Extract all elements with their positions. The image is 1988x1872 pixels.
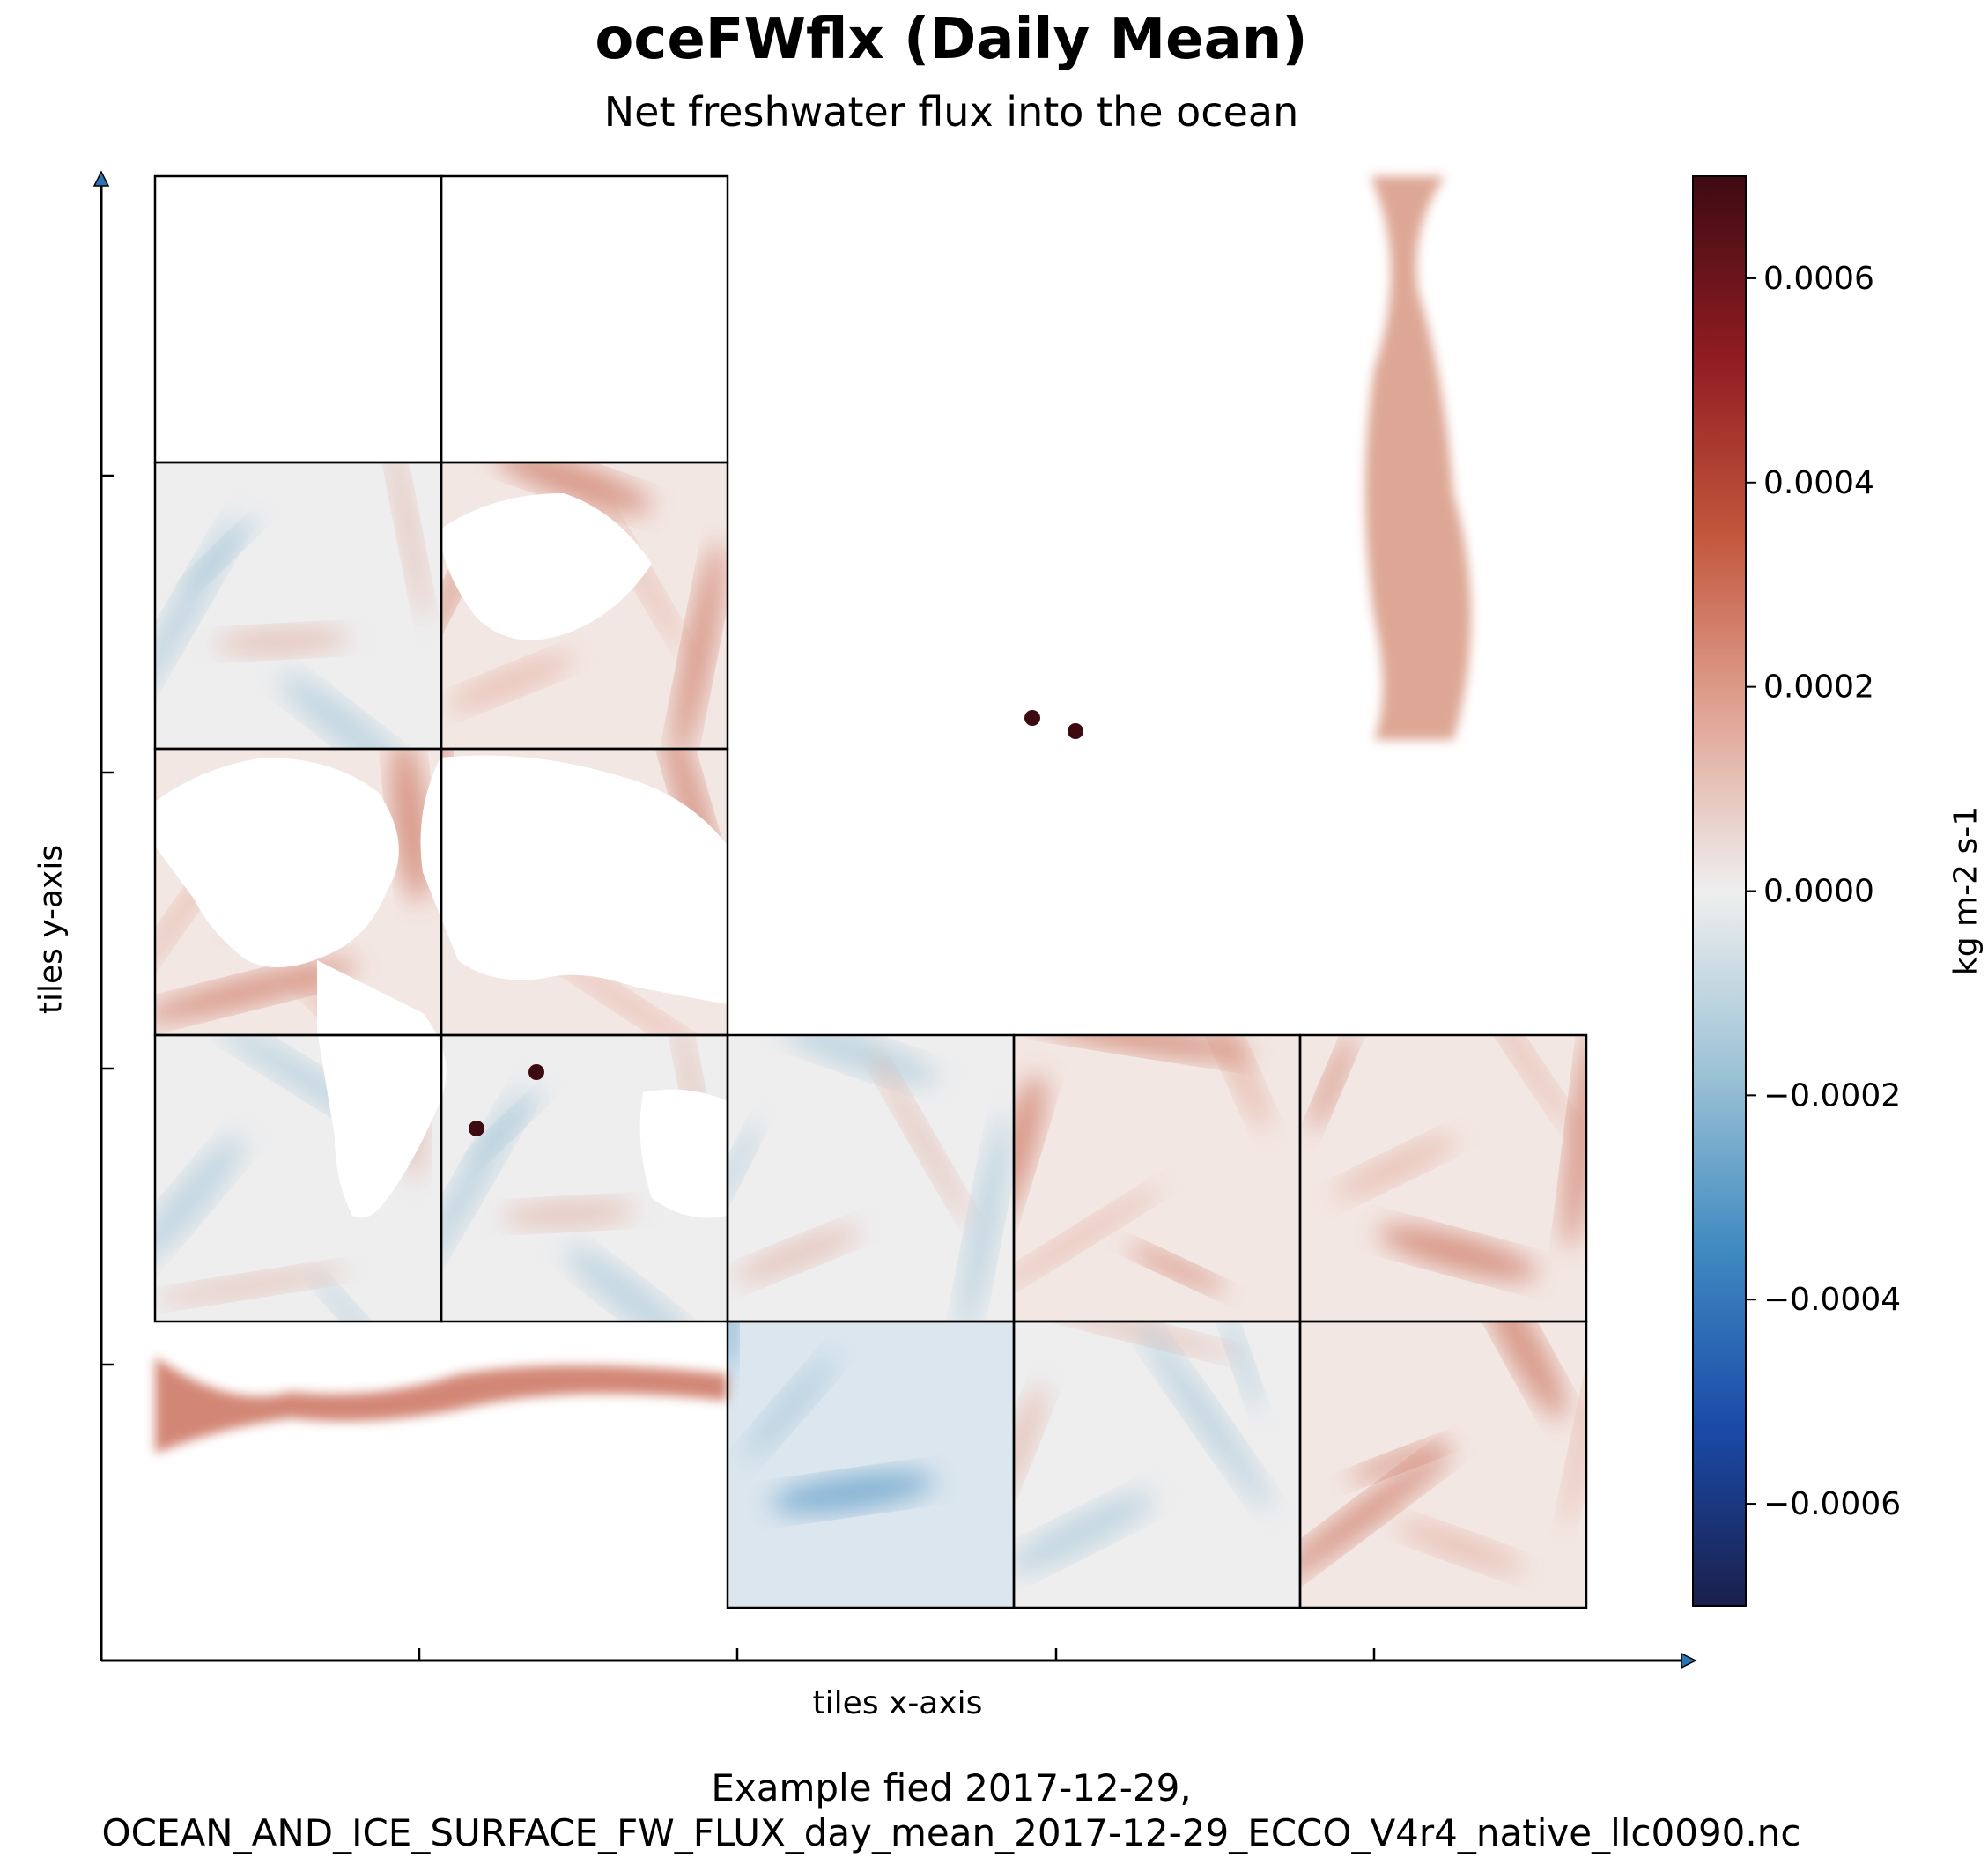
flux-streak <box>546 951 712 1035</box>
flux-streak <box>1014 1186 1162 1291</box>
positive-band <box>1365 176 1471 740</box>
flux-streak <box>1223 1321 1261 1412</box>
land-mask <box>1013 176 1205 301</box>
flux-streak <box>278 674 412 749</box>
flux-streak <box>155 1267 349 1304</box>
flux-streak <box>1465 1035 1576 1134</box>
flux-streak <box>744 1355 836 1459</box>
flux-streak <box>1140 1324 1272 1511</box>
colorbar-tick-label: −0.0006 <box>1763 1486 1901 1522</box>
flux-streak <box>494 462 653 513</box>
land-mask <box>728 462 793 722</box>
flux-streak <box>1348 1440 1448 1483</box>
flux-streak <box>770 1471 935 1513</box>
colorbar-gradient <box>1692 175 1747 1607</box>
tile-0-1 <box>155 462 441 749</box>
caption-line-2: OCEAN_AND_ICE_SURFACE_FW_FLUX_day_mean_2… <box>101 1811 1801 1854</box>
flux-streak <box>501 1200 637 1228</box>
colorbar-tick-label: −0.0004 <box>1763 1282 1901 1318</box>
colorbar-tick-label: 0.0000 <box>1763 874 1874 910</box>
flux-streak <box>734 1225 861 1284</box>
colorbar-tick-label: 0.0006 <box>1763 261 1874 297</box>
tile-2-4 <box>728 1321 1014 1608</box>
colorbar-label: kg m-2 s-1 <box>1947 805 1984 976</box>
tile-border <box>1298 1033 1588 1323</box>
flux-streak <box>155 1135 245 1265</box>
tile-background <box>728 1321 1014 1608</box>
land-mask <box>420 755 728 1004</box>
colorbar-tick-label: 0.0004 <box>1763 465 1874 501</box>
flux-streak <box>1396 1521 1525 1573</box>
flux-streak <box>780 1035 939 1085</box>
tile-2-3 <box>728 1035 1014 1321</box>
tile-0-0 <box>155 176 441 462</box>
caption-line-1: Example fied 2017-12-29, <box>711 1766 1192 1809</box>
colorbar-tick-label: 0.0002 <box>1763 670 1874 706</box>
axes <box>92 170 1697 1669</box>
flux-streak <box>1014 1384 1047 1511</box>
colorbar-tick-label: −0.0002 <box>1763 1077 1901 1114</box>
tile-background <box>441 176 728 462</box>
x-axis-arrowhead <box>1681 1652 1697 1669</box>
flux-streak <box>1310 1035 1356 1131</box>
land-mask <box>155 1427 728 1608</box>
tile-4-3 <box>1300 1035 1586 1321</box>
tile-3-4 <box>1014 1321 1300 1608</box>
land-mask <box>155 758 399 967</box>
figure-caption: Example fied 2017-12-29, OCEAN_AND_ICE_S… <box>0 1765 1903 1855</box>
land-mask-layer <box>155 176 1205 1608</box>
chart-title: oceFWflx (Daily Mean) <box>595 7 1308 72</box>
flux-streak <box>1334 1135 1457 1200</box>
flux-streak <box>1014 1491 1156 1574</box>
flux-streak <box>565 1247 698 1321</box>
flux-streak <box>1300 1447 1452 1587</box>
tile-background <box>155 176 441 462</box>
flux-streak <box>155 960 359 1022</box>
flux-streak <box>672 541 725 749</box>
flux-streak <box>958 1114 1011 1321</box>
flux-streak <box>215 627 351 655</box>
tile-4-4 <box>1300 1321 1586 1608</box>
flux-streak <box>728 1121 760 1217</box>
tile-3-3 <box>1014 1035 1300 1321</box>
tile-grid <box>153 174 1588 1609</box>
flux-streak <box>1029 1035 1253 1061</box>
x-axis-label: tiles x-axis <box>812 1685 983 1721</box>
y-axis-arrowhead <box>92 170 110 187</box>
colorbar: 0.0006 0.0004 0.0002 0.0000 −0.0002 −0.0004 −0… <box>1692 175 1901 1607</box>
flux-streak <box>728 1321 736 1374</box>
flux-streak <box>390 749 431 903</box>
flux-streak <box>1208 1035 1270 1130</box>
tile-1-0 <box>441 176 728 462</box>
flux-extreme <box>469 1121 484 1136</box>
flux-streak <box>314 1275 387 1321</box>
flux-streak <box>1014 1073 1046 1233</box>
land-mask <box>317 960 447 1218</box>
chart-subtitle: Net freshwater flux into the ocean <box>603 88 1299 136</box>
land-mask <box>639 1089 728 1218</box>
land-mask <box>441 493 652 640</box>
flux-streak <box>1480 1321 1566 1419</box>
flux-streak <box>387 462 429 622</box>
y-axis-label: tiles y-axis <box>33 844 70 1015</box>
flux-streak <box>447 653 574 711</box>
flux-streak <box>872 1054 972 1225</box>
land-mask <box>728 176 951 416</box>
flux-streak <box>1563 1035 1586 1250</box>
southern-ridge <box>155 1357 728 1454</box>
flux-extreme <box>1024 710 1040 726</box>
flux-streak <box>1128 1245 1225 1292</box>
flux-extreme <box>1068 723 1083 739</box>
tile-border <box>440 174 729 464</box>
flux-extreme <box>528 1064 544 1080</box>
flux-streak <box>1378 1225 1538 1281</box>
